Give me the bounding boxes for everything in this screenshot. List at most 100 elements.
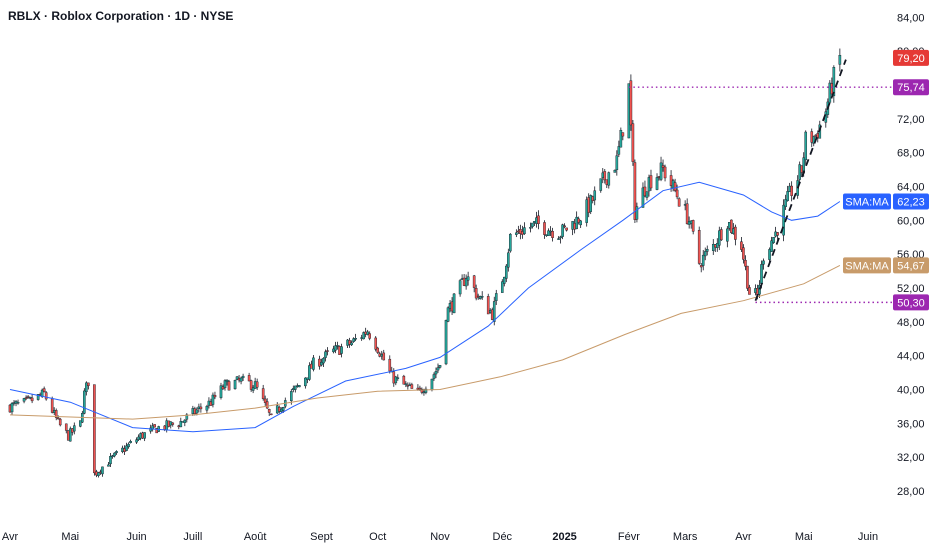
candle-up xyxy=(645,191,649,198)
candle-down xyxy=(673,182,677,191)
x-tick-label: Mai xyxy=(795,531,813,543)
candle-down xyxy=(249,380,253,390)
sma-short-badge-value: 62,23 xyxy=(897,196,925,208)
sma-long-badge-label: SMA:MA xyxy=(845,260,889,272)
candle-up xyxy=(143,432,146,439)
candle-up xyxy=(784,199,787,207)
candle-up xyxy=(22,398,26,402)
candle-down xyxy=(93,384,96,474)
candle-up xyxy=(559,236,562,239)
candle-down xyxy=(50,398,54,413)
candle-up xyxy=(615,155,619,171)
candle-up xyxy=(782,204,785,236)
candle-up xyxy=(726,228,729,242)
candle-up xyxy=(659,162,663,180)
candle-up xyxy=(547,230,550,236)
y-tick-label: 28,00 xyxy=(897,486,925,498)
candle-down xyxy=(153,424,156,428)
candle-up xyxy=(109,456,112,465)
candle-up xyxy=(832,67,836,97)
candle-up xyxy=(589,195,593,212)
candle-down xyxy=(420,389,424,393)
y-tick-label: 64,00 xyxy=(897,182,925,194)
candle-down xyxy=(740,241,743,250)
candle-up xyxy=(503,276,506,284)
candle-up xyxy=(531,222,534,227)
candle-down xyxy=(663,166,667,179)
candle-up xyxy=(149,427,152,432)
candles xyxy=(8,48,842,478)
candle-down xyxy=(56,417,60,420)
candle-down xyxy=(746,265,749,289)
candle-up xyxy=(523,227,526,235)
candle-down xyxy=(691,220,695,232)
x-tick-label: Juin xyxy=(858,531,878,543)
candle-up xyxy=(593,190,597,201)
candle-down xyxy=(734,226,737,240)
candle-up xyxy=(304,377,307,387)
candle-up xyxy=(354,338,357,340)
candle-up xyxy=(223,380,227,389)
candle-down xyxy=(474,288,478,299)
candle-down xyxy=(269,413,273,416)
y-tick-label: 68,00 xyxy=(897,148,925,160)
candle-up xyxy=(464,278,468,287)
candle-up xyxy=(758,284,761,295)
candle-up xyxy=(492,301,496,322)
candle-up xyxy=(241,375,245,379)
candle-down xyxy=(629,80,633,126)
candle-down xyxy=(261,388,265,399)
x-tick-label: Avr xyxy=(735,531,752,543)
candle-down xyxy=(699,265,703,268)
candle-up xyxy=(233,380,237,390)
x-tick-label: Août xyxy=(244,531,267,543)
candle-up xyxy=(394,376,398,384)
candle-down xyxy=(730,219,733,233)
candle-up xyxy=(85,382,88,393)
candle-up xyxy=(641,187,645,208)
candle-up xyxy=(500,281,504,293)
level-high-badge-value-bg xyxy=(893,79,929,96)
candle-down xyxy=(418,387,422,390)
trendline-dashed xyxy=(754,59,847,302)
moving-averages xyxy=(9,181,841,433)
candle-up xyxy=(251,387,255,391)
candle-up xyxy=(444,320,448,365)
candle-up xyxy=(458,280,462,295)
candle-up xyxy=(711,243,715,251)
candle-up xyxy=(129,441,132,444)
candle-down xyxy=(227,381,231,391)
candle-up xyxy=(396,377,400,379)
candle-down xyxy=(543,222,546,235)
candle-down xyxy=(64,423,68,431)
candle-up xyxy=(770,240,773,252)
level-low-badge-value: 50,30 xyxy=(897,297,925,309)
candle-up xyxy=(424,388,428,393)
candle-up xyxy=(579,220,582,226)
candle-down xyxy=(649,175,653,189)
candle-down xyxy=(776,232,779,236)
candle-up xyxy=(294,385,297,390)
x-tick-label: Sept xyxy=(310,531,333,543)
candle-down xyxy=(348,340,351,345)
candle-down xyxy=(565,227,568,231)
candle-down xyxy=(87,382,90,386)
y-tick-label: 72,00 xyxy=(897,114,925,126)
candle-down xyxy=(677,198,681,207)
candle-up xyxy=(72,425,76,432)
candle-up xyxy=(362,332,365,340)
price-axis: 28,0032,0036,0040,0044,0048,0052,0056,00… xyxy=(897,12,925,498)
candle-up xyxy=(404,383,408,385)
candle-up xyxy=(715,243,719,248)
candle-up xyxy=(205,406,209,411)
candle-up xyxy=(115,451,118,454)
candle-up xyxy=(352,338,355,342)
candle-down xyxy=(326,350,329,352)
candle-down xyxy=(388,358,392,372)
candle-up xyxy=(107,464,110,467)
candle-up xyxy=(772,237,775,243)
candle-up xyxy=(101,466,104,475)
candle-up xyxy=(838,55,842,65)
candle-up xyxy=(635,206,639,220)
